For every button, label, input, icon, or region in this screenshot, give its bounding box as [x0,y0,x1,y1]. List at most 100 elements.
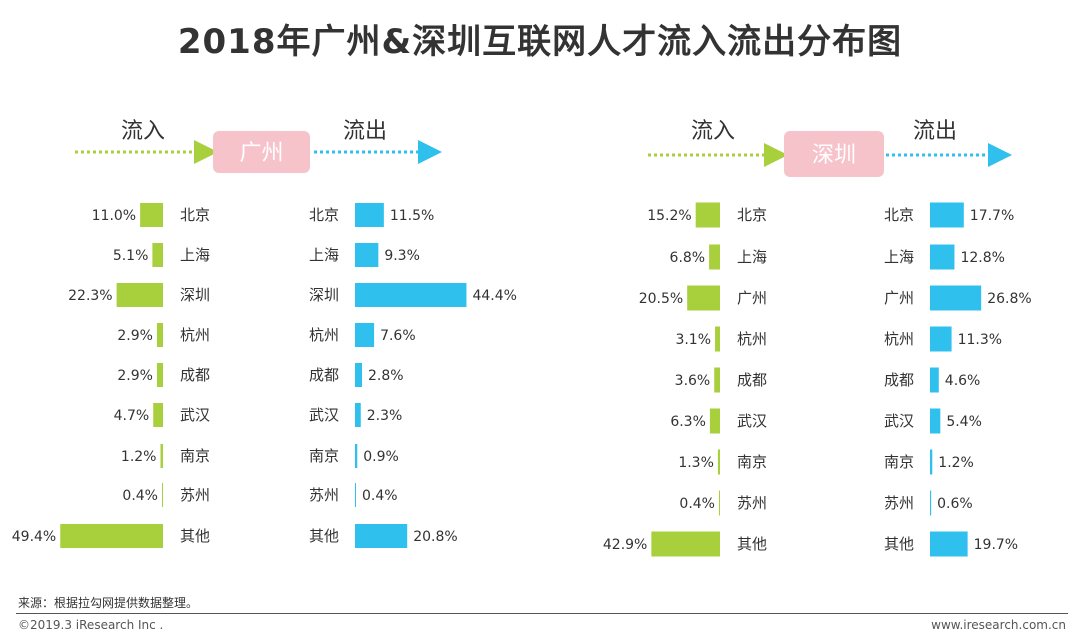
panel-2-outflow-value-6: 5.4% [946,414,982,430]
panel-2-outflow-city-9: 其他 [884,535,914,553]
panel-2-city-name: 深圳 [812,143,856,168]
panel-1-inflow-city-7: 南京 [180,447,210,465]
panel-1-outflow-bar-2 [355,243,379,267]
panel-1-inflow-bar-2 [152,243,163,267]
panel-1-city-box [213,131,310,173]
panel-2-inflow-city-4: 杭州 [737,330,767,348]
panel-1-outflow-bar-8 [355,483,357,507]
panel-1-outflow-city-7: 南京 [309,447,339,465]
panel-2-inflow-label: 流入 [691,119,735,144]
panel-1-outflow-city-4: 杭州 [309,326,339,344]
panel-2-outflow-city-5: 成都 [884,371,914,389]
panel-2-outflow-bar-7 [930,449,933,475]
panel-2-outflow-city-7: 南京 [884,453,914,471]
panel-1-outflow-bar-6 [355,403,361,427]
panel-2-inflow-city-9: 其他 [737,535,767,553]
panel-1-inflow-value-4: 2.9% [117,328,153,344]
panel-1-inflow-city-4: 杭州 [180,326,210,344]
panel-1-outflow-value-2: 9.3% [384,248,420,264]
panel-2-outflow-bar-4 [930,326,952,352]
panel-2-inflow-bar-1 [695,202,720,228]
panel-1-outflow-city-3: 深圳 [309,286,339,304]
panel-1-inflow-value-5: 2.9% [117,368,153,384]
panel-1-inflow-bar-3 [116,283,163,307]
panel-2-inflow-city-1: 北京 [737,206,767,224]
panel-1-inflow-bar-4 [156,323,163,347]
panel-1-outflow-label: 流出 [343,119,387,144]
panel-2-outflow-city-3: 广州 [884,289,914,307]
panel-1-outflow-bar-1 [355,203,384,227]
panel-1-inflow-value-3: 22.3% [68,288,112,304]
panel-1-outflow-bar-4 [355,323,375,347]
panel-2-outflow-bar-3 [930,285,982,311]
panel-1-outflow-bar-3 [355,283,467,307]
panel-2-inflow-bar-2 [709,244,720,270]
panel-2-outflow-bar-8 [930,490,932,516]
panel-1-inflow-city-3: 深圳 [180,286,210,304]
chart-title: 2018年广州&深圳互联网人才流入流出分布图 [177,22,903,62]
panel-2-outflow-value-1: 17.7% [970,208,1014,224]
panel-1-inflow-city-2: 上海 [180,246,210,264]
panel-1-outflow-value-3: 44.4% [472,288,516,304]
panel-1-outflow-value-5: 2.8% [368,368,404,384]
panel-1-outflow-city-8: 苏州 [309,486,339,504]
panel-1-outflow-value-8: 0.4% [362,488,398,504]
panel-2-outflow-value-9: 19.7% [974,537,1018,553]
panel-2-inflow-value-9: 42.9% [603,537,647,553]
panel-1-outflow-value-1: 11.5% [390,208,434,224]
panel-2-inflow-value-5: 3.6% [675,373,711,389]
panel-2-outflow-value-3: 26.8% [987,291,1031,307]
panel-2-inflow-value-2: 6.8% [670,250,706,266]
panel-2-inflow-bar-4 [715,326,720,352]
panel-1-inflow-city-5: 成都 [180,366,210,384]
panel-2-outflow-bar-9 [930,531,968,557]
panel-1-inflow-city-9: 其他 [180,527,210,545]
panel-1-city-name: 广州 [239,141,283,166]
panel-1-outflow-city-2: 上海 [309,246,339,264]
panel-1-outflow-bar-5 [355,363,363,387]
panel-1-outflow-bar-7 [355,444,358,468]
panel-2-inflow-bar-9 [651,531,720,557]
panel-2-inflow-value-3: 20.5% [639,291,683,307]
panel-2-outflow-city-2: 上海 [884,248,914,266]
panel-2-outflow-value-4: 11.3% [958,332,1002,348]
copyright-text: ©2019.3 iResearch Inc . [18,618,164,632]
panel-2-inflow-value-8: 0.4% [679,496,715,512]
panel-2-inflow-bar-7 [717,449,720,475]
panel-1-outflow-value-9: 20.8% [413,529,457,545]
panel-2-inflow-city-8: 苏州 [737,494,767,512]
panel-1-inflow-label: 流入 [121,119,165,144]
panel-2-outflow-bar-2 [930,244,955,270]
panel-1-outflow-city-5: 成都 [309,366,339,384]
panel-1-outflow-bar-9 [355,524,408,548]
panel-1-outflow-city-9: 其他 [309,527,339,545]
panel-2-inflow-value-7: 1.3% [678,455,714,471]
website-text: www.iresearch.com.cn [931,618,1066,632]
panel-2-inflow-city-2: 上海 [737,248,767,266]
panel-2-outflow-bar-1 [930,202,964,228]
panel-2-inflow-bar-5 [714,367,720,393]
panel-1-inflow-bar-7 [160,444,163,468]
panel-1-outflow-city-6: 武汉 [309,406,339,424]
panel-2-outflow-value-2: 12.8% [960,250,1004,266]
panel-1-inflow-value-2: 5.1% [113,248,149,264]
panel-2-inflow-value-6: 6.3% [670,414,706,430]
panel-1-outflow-value-6: 2.3% [367,408,403,424]
panel-2-outflow-value-8: 0.6% [937,496,973,512]
panel-1-inflow-value-7: 1.2% [121,449,157,465]
panel-2-inflow-city-5: 成都 [737,371,767,389]
panel-1-inflow-city-8: 苏州 [180,486,210,504]
footer-divider [16,613,1068,614]
panel-2-outflow-value-5: 4.6% [945,373,981,389]
panel-1-outflow-value-7: 0.9% [363,449,399,465]
panel-2-outflow-city-4: 杭州 [884,330,914,348]
panel-1-inflow-value-8: 0.4% [122,488,158,504]
panel-2-inflow-bar-6 [709,408,720,434]
panel-1-inflow-value-1: 11.0% [92,208,136,224]
panel-1-outflow-city-1: 北京 [309,206,339,224]
panel-2-inflow-value-1: 15.2% [647,208,691,224]
panel-1-inflow-city-6: 武汉 [180,406,210,424]
panel-2-inflow-city-3: 广州 [737,289,767,307]
panel-1-inflow-bar-9 [60,524,163,548]
